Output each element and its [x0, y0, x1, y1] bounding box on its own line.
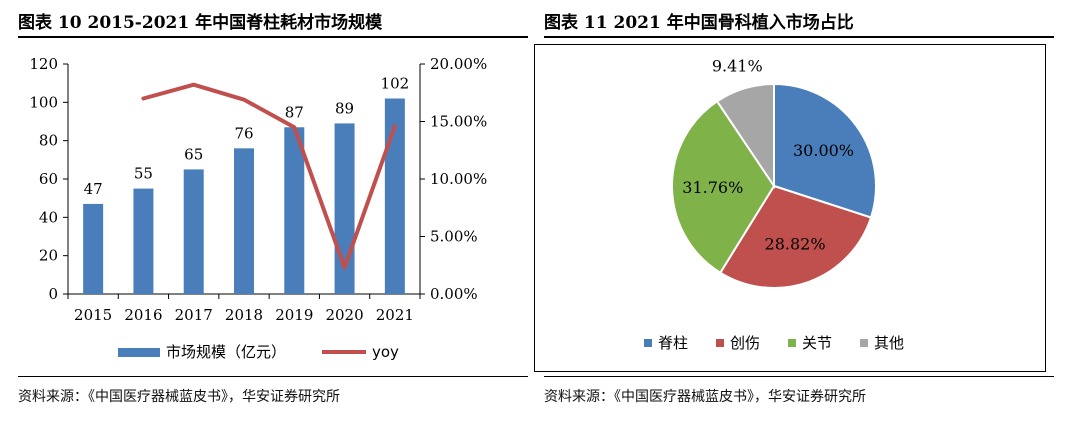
pie-legend-label: 其他 — [874, 334, 904, 352]
bar-value-label: 102 — [381, 75, 410, 93]
right-y-tick-label: 15.00% — [430, 113, 487, 131]
pie-value-label: 31.76% — [682, 178, 743, 197]
bar-2018 — [234, 148, 254, 294]
pie-legend-swatch — [788, 339, 796, 347]
bar-2019 — [284, 127, 305, 294]
left-title-rule — [18, 36, 528, 38]
right-source-note: 资料来源：《中国医疗器械蓝皮书》，华安证券研究所 — [544, 389, 866, 405]
pie-legend-swatch — [860, 339, 868, 347]
pie-slice-0 — [773, 82, 877, 219]
left-y-tick-label: 20 — [39, 247, 58, 265]
right-y-tick-label: 0.00% — [430, 285, 478, 303]
left-y-tick-label: 0 — [48, 285, 58, 303]
left-y-tick-label: 120 — [29, 55, 58, 73]
right-title-rule — [544, 36, 1054, 38]
bar-value-label: 47 — [84, 180, 103, 198]
left-y-tick-label: 80 — [39, 132, 58, 150]
bar-2021 — [384, 98, 405, 294]
x-tick-label: 2021 — [376, 306, 414, 324]
legend-label-market-size: 市场规模（亿元） — [166, 343, 286, 361]
left-source-note: 资料来源：《中国医疗器械蓝皮书》，华安证券研究所 — [18, 389, 340, 405]
bar-value-label: 55 — [134, 165, 153, 183]
x-tick-label: 2016 — [124, 306, 162, 324]
pie-slice-2 — [671, 99, 776, 275]
right-y-tick-label: 5.00% — [430, 228, 478, 246]
pie-legend-swatch — [644, 339, 652, 347]
right-chart-title: 图表 11 2021 年中国骨科植入市场占比 — [544, 13, 854, 33]
x-tick-label: 2015 — [74, 306, 112, 324]
x-tick-label: 2018 — [225, 306, 263, 324]
pie-value-label: 28.82% — [765, 234, 826, 253]
pie-legend-label: 创伤 — [730, 334, 760, 352]
pie-legend-label: 脊柱 — [658, 334, 688, 352]
x-tick-label: 2017 — [175, 306, 213, 324]
bar-2016 — [133, 188, 154, 294]
bar-2015 — [83, 203, 104, 294]
legend-label-yoy: yoy — [372, 343, 399, 361]
left-y-tick-label: 40 — [39, 208, 58, 226]
pie-legend-label: 关节 — [802, 334, 832, 352]
pie-slice-3 — [715, 82, 775, 190]
bar-value-label: 65 — [184, 145, 203, 163]
left-y-tick-label: 100 — [29, 93, 58, 111]
pie-legend-swatch — [716, 339, 724, 347]
pie-chart-frame — [534, 44, 1046, 372]
pie-slice-1 — [718, 184, 873, 289]
right-y-tick-label: 10.00% — [430, 170, 487, 188]
pie-value-label: 30.00% — [793, 141, 854, 160]
right-source-rule — [544, 376, 1054, 377]
x-tick-label: 2019 — [275, 306, 313, 324]
bar-value-label: 89 — [335, 99, 354, 117]
bar-value-label: 76 — [234, 124, 253, 142]
x-tick-label: 2020 — [325, 306, 363, 324]
right-y-tick-label: 20.00% — [430, 55, 487, 73]
yoy-line — [141, 82, 397, 270]
left-y-tick-label: 60 — [39, 170, 58, 188]
bar-line-chart: 0 20 40 60 80 100 120 0.00% 5.00% 10.00% 15.00% 20.… — [29, 55, 487, 361]
pie-value-label: 9.41% — [712, 56, 763, 75]
legend-swatch-market-size — [118, 348, 160, 357]
left-source-rule — [18, 376, 528, 377]
pie-chart: 30.00% 28.82% 31.76% 9.41% 脊柱 创伤 关节 其他 — [644, 56, 904, 352]
bar-value-label: 87 — [285, 103, 304, 121]
left-chart-title: 图表 10 2015-2021 年中国脊柱耗材市场规模 — [18, 13, 383, 33]
bar-2017 — [183, 169, 204, 294]
